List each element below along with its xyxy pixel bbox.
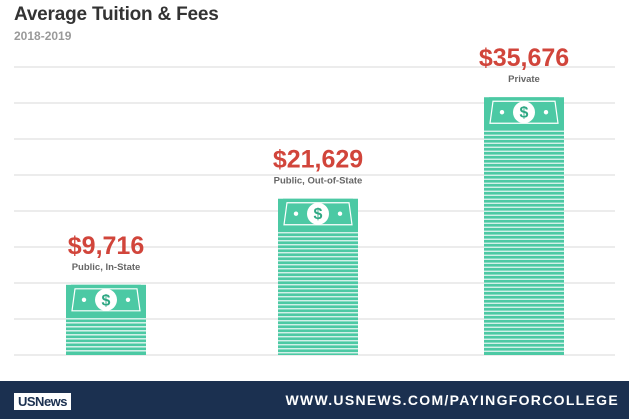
bar-money-stack: $ [484, 97, 564, 355]
bill-dot [293, 211, 299, 216]
category-label: Public, Out-of-State [274, 176, 363, 187]
bar [484, 97, 564, 355]
footer-url[interactable]: WWW.USNEWS.COM/PAYINGFORCOLLEGE [285, 392, 619, 408]
dollar-bill-icon [513, 101, 535, 124]
bill-dot [125, 297, 131, 303]
chart-subtitle: 2018-2019 [14, 29, 72, 43]
bill-border [71, 288, 141, 312]
bar-money-stack: $ [278, 198, 358, 355]
bill-dot [81, 297, 87, 303]
bar-money-stack: $ [66, 284, 146, 355]
bill-dot [337, 211, 343, 216]
bill-border [489, 100, 559, 124]
dollar-sign: $ [102, 292, 111, 309]
data-label: $35,676 [479, 44, 569, 72]
usnews-logo[interactable]: USNews [14, 392, 72, 410]
data-label: $9,716 [68, 232, 144, 260]
data-label: $21,629 [273, 146, 363, 174]
bill-dot [543, 110, 549, 115]
bill-border [283, 202, 353, 226]
money-stack-chart: $ $9,716 Public, In-State $ $21,629 Public, O… [14, 44, 615, 356]
bill-dot [499, 110, 505, 115]
category-label: Private [508, 74, 540, 85]
chart-title: Average Tuition & Fees [14, 4, 219, 25]
category-label: Public, In-State [72, 262, 141, 273]
dollar-sign: $ [314, 206, 323, 223]
dollar-bill-icon [307, 202, 329, 225]
dollar-sign: $ [520, 105, 529, 122]
dollar-bill-icon [95, 288, 117, 311]
footer-bar: USNews WWW.USNEWS.COM/PAYINGFORCOLLEGE [0, 381, 629, 419]
logo-text: USNews [14, 392, 72, 410]
